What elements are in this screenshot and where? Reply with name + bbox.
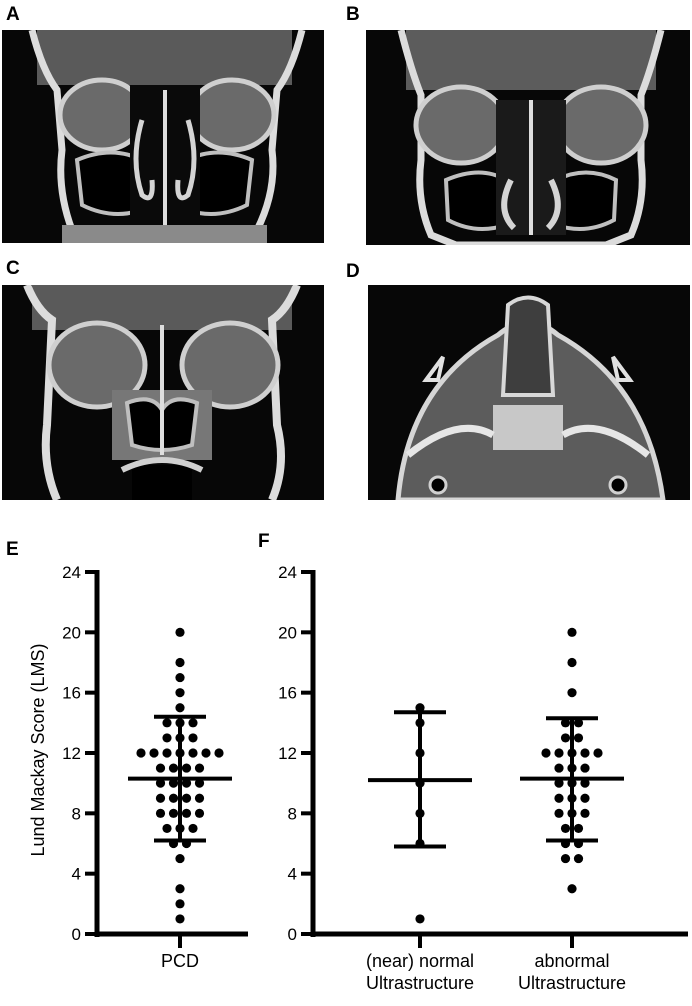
plot-f-data-point: [554, 763, 564, 773]
plot-e-data-point: [168, 793, 179, 803]
plot-e-data-point: [181, 763, 192, 773]
plot-f: 0 4 8 12 16 20 24 (near) normal Ultrastructure ab…: [278, 563, 688, 993]
ct-scan-axial-d: [368, 285, 690, 500]
plot-e-data-point: [175, 657, 185, 668]
plot-e-data-point: [168, 763, 179, 773]
plot-e-data-point: [181, 793, 192, 803]
plot-f-data-point: [554, 808, 564, 818]
plot-f-y-tick-label: 12: [278, 744, 297, 763]
plot-e-data-point: [181, 778, 192, 788]
plot-f-y-tick-label: 4: [288, 865, 297, 884]
plot-e-data-point: [175, 627, 185, 637]
plot-f-x-tick-label: abnormal Ultrastructure: [518, 951, 626, 993]
plot-f-y-tick-label: 24: [278, 563, 297, 582]
plot-e-y-tick-label: 0: [72, 925, 81, 944]
plot-f-data-point: [415, 914, 425, 924]
plot-f-data-point: [567, 884, 577, 894]
plot-e-data-point: [155, 808, 166, 818]
plot-f-data-point: [573, 823, 584, 834]
plot-f-data-point: [554, 793, 564, 803]
panel-letter-c: C: [6, 258, 20, 279]
plot-e-data-point: [168, 778, 179, 788]
plot-f-data-point: [560, 718, 571, 728]
plot-f-y-tick-label: 8: [288, 804, 297, 823]
plot-f-y-tick-label: 20: [278, 623, 297, 642]
plot-f-data-point: [567, 688, 577, 698]
ct-scan-coronal-b: [366, 30, 690, 245]
plot-f-data-point: [415, 703, 425, 713]
plot-e-y-tick-label: 20: [62, 623, 81, 642]
plot-e-data-point: [194, 808, 205, 818]
panel-letter-b: B: [346, 4, 360, 25]
plot-f-data-point: [554, 778, 564, 788]
plot-e-data-point: [175, 914, 185, 924]
plot-e-y-tick-label: 16: [62, 684, 81, 703]
plot-f-data-point: [573, 718, 584, 728]
panel-letter-e: E: [6, 539, 19, 560]
panel-letter-a: A: [6, 4, 20, 25]
plot-f-data-point: [573, 853, 584, 864]
plot-f-data-point: [560, 853, 571, 864]
plot-f-data-point: [580, 793, 590, 803]
plot-e-data-point: [149, 748, 159, 758]
plot-f-data-point: [580, 808, 590, 818]
panel-letter-f: F: [258, 531, 270, 552]
plot-e-data-point: [188, 733, 198, 743]
ct-scan-coronal-a: [2, 30, 324, 243]
plot-e-data-point: [162, 823, 172, 834]
plot-e-data-point: [188, 748, 198, 758]
panel-letter-d: D: [346, 261, 360, 282]
plot-e-data-point: [136, 748, 146, 758]
plot-e-data-point: [194, 763, 205, 773]
plot-f-data-point: [580, 778, 590, 788]
plot-e-data-point: [194, 793, 205, 803]
plot-e-y-tick-label: 24: [62, 563, 81, 582]
plot-e-data-point: [201, 748, 211, 758]
plot-e-y-tick-label: 12: [62, 744, 81, 763]
plot-e-data-point: [214, 748, 224, 758]
plot-e-data-point: [188, 718, 198, 728]
plot-e-y-tick-label: 8: [72, 804, 81, 823]
plot-e-data-point: [181, 808, 192, 818]
ct-scan-coronal-c: [2, 285, 324, 500]
plot-f-data-point: [554, 748, 564, 758]
plot-e-data-point: [175, 703, 185, 713]
plot-e-data-point: [175, 899, 185, 909]
plot-e-data-point: [175, 853, 185, 864]
plot-f-data-point: [560, 823, 571, 834]
plot-e-data-point: [155, 763, 166, 773]
plot-f-y-tick-label: 16: [278, 684, 297, 703]
ct-scan-d-image: [368, 285, 690, 500]
plot-f-data-point: [541, 748, 551, 758]
plot-e-data-point: [194, 778, 205, 788]
plot-e-data-point: [162, 748, 172, 758]
plot-f-data-point: [580, 763, 590, 773]
plot-e-data-point: [162, 718, 172, 728]
plot-e-data-point: [162, 733, 172, 743]
plot-f-data-point: [560, 733, 571, 743]
ct-scan-a-image: [2, 30, 324, 243]
plot-f-data-point: [567, 627, 577, 637]
plot-e-x-tick-label: PCD: [161, 951, 199, 971]
plot-e-data-point: [175, 672, 185, 683]
plot-e-data-point: [155, 778, 166, 788]
plot-e-y-tick-label: 4: [72, 865, 81, 884]
plot-f-y-tick-label: 0: [288, 925, 297, 944]
plot-f-data-point: [593, 748, 603, 758]
plot-e-y-axis-label: Lund Mackay Score (LMS): [28, 643, 48, 856]
plot-e: 0 4 8 12 16 20 24 PCD: [62, 563, 248, 971]
plot-e-data-point: [175, 884, 185, 894]
plot-e-data-point: [155, 793, 166, 803]
ct-scan-c-image: [2, 285, 324, 500]
plot-f-data-point: [580, 748, 590, 758]
plot-e-data-point: [168, 808, 179, 818]
plot-e-data-point: [175, 688, 185, 698]
plot-f-data-point: [567, 657, 577, 668]
plot-e-data-point: [188, 823, 198, 834]
plot-f-x-tick-label: (near) normal Ultrastructure: [366, 951, 474, 993]
ct-scan-b-image: [366, 30, 690, 245]
plot-f-data-point: [573, 733, 584, 743]
